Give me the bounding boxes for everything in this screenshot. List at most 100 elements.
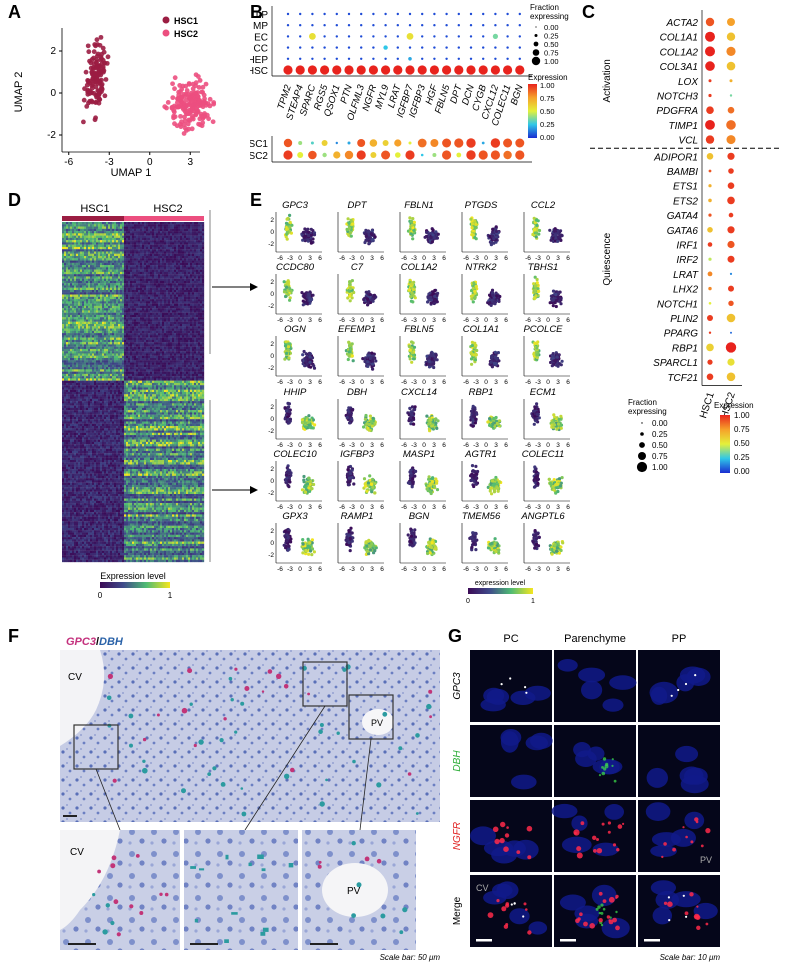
heatmap-cell <box>150 317 153 320</box>
heatmap-cell <box>92 274 95 277</box>
heatmap-cell <box>108 339 111 343</box>
heatmap-cell <box>168 346 171 350</box>
heatmap-cell <box>108 310 111 313</box>
heatmap-cell <box>82 251 85 254</box>
heatmap-cell <box>174 269 177 273</box>
heatmap-cell <box>74 355 77 359</box>
heatmap-cell <box>74 231 77 234</box>
heatmap-cell <box>196 328 199 331</box>
dotplot-b-exp-label: 0.25 <box>540 120 555 129</box>
heatmap-cell <box>202 267 205 270</box>
heatmap-cell <box>104 269 107 273</box>
heatmap-cell <box>196 339 199 343</box>
heatmap-cell <box>158 267 161 270</box>
heatmap-cell <box>198 314 201 318</box>
heatmap-cell <box>140 274 143 277</box>
heatmap-cell <box>72 305 75 309</box>
heatmap-cell <box>94 330 97 334</box>
heatmap-cell <box>154 335 157 338</box>
heatmap-cell <box>88 346 91 350</box>
heatmap-cell <box>186 303 189 307</box>
heatmap-cell <box>196 251 199 254</box>
heatmap-cell <box>142 335 145 338</box>
heatmap-cell <box>118 233 121 236</box>
heatmap-cell <box>164 299 167 302</box>
heatmap-cell <box>166 324 169 327</box>
heatmap-cell <box>182 319 185 322</box>
heatmap-cell <box>196 231 199 234</box>
heatmap-cell <box>138 344 141 347</box>
heatmap-cell <box>124 280 127 284</box>
heatmap-cell <box>190 222 193 225</box>
heatmap-cell <box>192 335 195 338</box>
heatmap-cell <box>94 253 97 257</box>
heatmap-cell <box>156 317 159 320</box>
heatmap-cell <box>140 355 143 359</box>
heatmap-cell <box>156 283 159 286</box>
heatmap-cell <box>166 246 169 250</box>
heatmap-cell <box>140 242 143 245</box>
heatmap-cell <box>70 301 73 304</box>
heatmap-cell <box>158 339 161 343</box>
heatmap-cell <box>80 348 83 352</box>
heatmap-cell <box>110 271 113 275</box>
heatmap-cell <box>102 253 105 257</box>
heatmap-cell <box>186 330 189 334</box>
heatmap-cell <box>124 231 127 234</box>
heatmap-cell <box>126 285 129 288</box>
heatmap-cell <box>188 358 191 361</box>
heatmap-cell <box>142 222 145 225</box>
heatmap-cell <box>70 326 73 329</box>
heatmap-cell <box>142 269 145 273</box>
heatmap-cell <box>62 237 65 241</box>
dotplot-b-dot <box>506 46 509 49</box>
heatmap-cell <box>192 296 195 300</box>
heatmap-cell <box>146 358 149 361</box>
heatmap-cell <box>102 330 105 334</box>
dotplot-c-gene-label: GATA4 <box>667 211 699 222</box>
heatmap-cell <box>138 283 141 286</box>
heatmap-cell <box>190 244 193 248</box>
heatmap-cell <box>72 358 75 361</box>
heatmap-cell <box>188 301 191 304</box>
heatmap-cell <box>118 222 121 225</box>
heatmap-cell <box>120 353 123 356</box>
dotplot-c-dot <box>725 342 737 353</box>
heatmap-cell <box>160 253 163 257</box>
heatmap-cell <box>156 251 159 254</box>
heatmap-cell <box>90 251 93 254</box>
heatmap-cell <box>72 274 75 277</box>
heatmap-cell <box>82 312 85 316</box>
heatmap-cell <box>202 330 205 334</box>
heatmap-cell <box>62 228 65 232</box>
heatmap-cell <box>86 324 89 327</box>
heatmap-cell <box>96 317 99 320</box>
heatmap-cell <box>80 294 83 297</box>
heatmap-cell <box>130 231 133 234</box>
heatmap-cells <box>62 222 205 563</box>
heatmap-cell <box>66 267 69 270</box>
heatmap-cell <box>196 242 199 245</box>
heatmap-cell <box>104 242 107 245</box>
heatmap-cell <box>106 328 109 331</box>
heatmap-cell <box>162 233 165 236</box>
heatmap-cell <box>160 348 163 352</box>
heatmap-cell <box>192 283 195 286</box>
heatmap-cell <box>94 342 97 345</box>
heatmap-cell <box>166 258 169 261</box>
heatmap-cell <box>134 244 137 248</box>
dotplot-b-dot <box>372 57 375 60</box>
heatmap-cell <box>198 274 201 277</box>
heatmap-cell <box>72 237 75 241</box>
heatmap-cell <box>180 258 183 261</box>
heatmap-cell <box>174 224 177 227</box>
heatmap-cell <box>142 237 145 241</box>
heatmap-cell <box>124 290 127 293</box>
heatmap-cell <box>112 303 115 307</box>
heatmap-cell <box>168 335 171 338</box>
dotplot-c-gene-label: ETS2 <box>673 196 698 207</box>
heatmap-cell <box>156 228 159 232</box>
heatmap-cell <box>190 308 193 311</box>
heatmap-cell <box>154 274 157 277</box>
dotplot-b-dot <box>311 46 314 49</box>
